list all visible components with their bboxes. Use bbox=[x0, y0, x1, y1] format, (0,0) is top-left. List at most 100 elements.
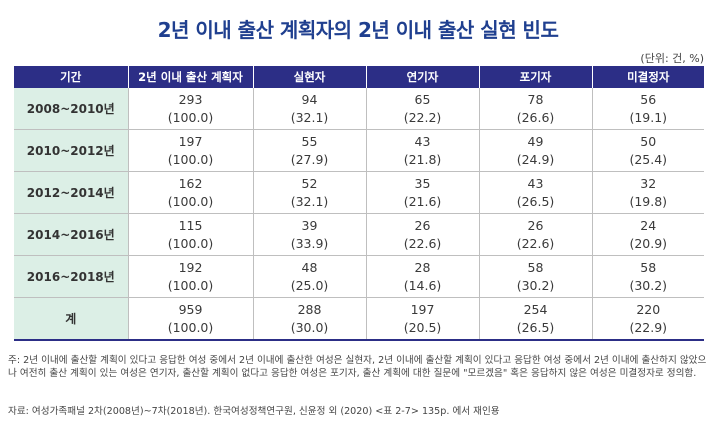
value-cell: 58 (30.2) bbox=[591, 255, 704, 298]
percent-value: (19.8) bbox=[629, 193, 668, 209]
count-value: 288 bbox=[297, 301, 322, 317]
value-cell: 115 (100.0) bbox=[127, 213, 253, 256]
count-value: 35 bbox=[414, 175, 431, 191]
value-cell: 56 (19.1) bbox=[591, 88, 704, 130]
header-period: 기간 bbox=[14, 66, 128, 88]
count-value: 55 bbox=[301, 133, 318, 149]
table-row: 2014~2016년 115 (100.0) 39 (33.9) 26 (22.6) 26 (2… bbox=[14, 213, 704, 256]
count-value: 192 bbox=[178, 259, 203, 275]
value-cell: 94 (32.1) bbox=[252, 88, 366, 130]
count-value: 49 bbox=[527, 133, 544, 149]
period-cell: 2014~2016년 bbox=[14, 213, 128, 256]
percent-value: (26.5) bbox=[516, 193, 555, 209]
header-postponers: 연기자 bbox=[365, 66, 479, 88]
value-cell: 254 (26.5) bbox=[478, 297, 592, 341]
percent-value: (20.5) bbox=[403, 319, 442, 335]
value-cell: 162 (100.0) bbox=[127, 171, 253, 214]
percent-value: (22.2) bbox=[403, 109, 442, 125]
value-cell: 43 (21.8) bbox=[365, 129, 479, 172]
percent-value: (26.5) bbox=[516, 319, 555, 335]
count-value: 24 bbox=[640, 217, 657, 233]
value-cell: 65 (22.2) bbox=[365, 88, 479, 130]
value-cell: 55 (27.9) bbox=[252, 129, 366, 172]
page-title: 2년 이내 출산 계획자의 2년 이내 출산 실현 빈도 bbox=[157, 18, 559, 42]
value-cell: 32 (19.8) bbox=[591, 171, 704, 214]
footnote: 주: 2년 이내에 출산할 계획이 있다고 응답한 여성 중에서 2년 이내에 … bbox=[8, 355, 707, 379]
value-cell: 197 (20.5) bbox=[365, 297, 479, 341]
value-cell: 197 (100.0) bbox=[127, 129, 253, 172]
source-note: 자료: 여성가족패널 2차(2008년)~7차(2018년). 한국여성정책연구… bbox=[8, 406, 500, 417]
value-cell: 78 (26.6) bbox=[478, 88, 592, 130]
data-table: 기간 2년 이내 출산 계획자 실현자 연기자 포기자 미결정자 2008~20… bbox=[14, 66, 704, 341]
percent-value: (30.2) bbox=[516, 277, 555, 293]
count-value: 197 bbox=[178, 133, 203, 149]
count-value: 28 bbox=[414, 259, 431, 275]
count-value: 50 bbox=[640, 133, 657, 149]
count-value: 58 bbox=[527, 259, 544, 275]
count-value: 48 bbox=[301, 259, 318, 275]
value-cell: 50 (25.4) bbox=[591, 129, 704, 172]
header-abandoners: 포기자 bbox=[478, 66, 592, 88]
percent-value: (100.0) bbox=[167, 319, 214, 335]
count-value: 254 bbox=[523, 301, 548, 317]
percent-value: (33.9) bbox=[290, 235, 329, 251]
value-cell: 35 (21.6) bbox=[365, 171, 479, 214]
value-cell: 48 (25.0) bbox=[252, 255, 366, 298]
count-value: 32 bbox=[640, 175, 657, 191]
table-header-row: 기간 2년 이내 출산 계획자 실현자 연기자 포기자 미결정자 bbox=[14, 66, 704, 88]
count-value: 56 bbox=[640, 91, 657, 107]
header-planners: 2년 이내 출산 계획자 bbox=[127, 66, 253, 88]
value-cell: 26 (22.6) bbox=[478, 213, 592, 256]
percent-value: (30.2) bbox=[629, 277, 668, 293]
count-value: 293 bbox=[178, 91, 203, 107]
period-cell: 계 bbox=[14, 297, 128, 341]
percent-value: (21.8) bbox=[403, 151, 442, 167]
header-realizers: 실현자 bbox=[252, 66, 366, 88]
count-value: 65 bbox=[414, 91, 431, 107]
count-value: 43 bbox=[527, 175, 544, 191]
percent-value: (100.0) bbox=[167, 151, 214, 167]
period-cell: 2010~2012년 bbox=[14, 129, 128, 172]
value-cell: 959 (100.0) bbox=[127, 297, 253, 341]
count-value: 197 bbox=[410, 301, 435, 317]
percent-value: (25.4) bbox=[629, 151, 668, 167]
value-cell: 58 (30.2) bbox=[478, 255, 592, 298]
table-row: 2016~2018년 192 (100.0) 48 (25.0) 28 (14.6) 58 (3… bbox=[14, 255, 704, 298]
value-cell: 288 (30.0) bbox=[252, 297, 366, 341]
percent-value: (21.6) bbox=[403, 193, 442, 209]
value-cell: 192 (100.0) bbox=[127, 255, 253, 298]
value-cell: 39 (33.9) bbox=[252, 213, 366, 256]
percent-value: (27.9) bbox=[290, 151, 329, 167]
count-value: 78 bbox=[527, 91, 544, 107]
count-value: 162 bbox=[178, 175, 203, 191]
count-value: 39 bbox=[301, 217, 318, 233]
percent-value: (32.1) bbox=[290, 109, 329, 125]
percent-value: (32.1) bbox=[290, 193, 329, 209]
value-cell: 293 (100.0) bbox=[127, 88, 253, 130]
unit-label: (단위: 건, %) bbox=[640, 52, 704, 65]
header-undecided: 미결정자 bbox=[591, 66, 704, 88]
percent-value: (100.0) bbox=[167, 109, 214, 125]
count-value: 94 bbox=[301, 91, 318, 107]
table-row: 2008~2010년 293 (100.0) 94 (32.1) 65 (22.2) 78 (2… bbox=[14, 88, 704, 130]
count-value: 43 bbox=[414, 133, 431, 149]
count-value: 26 bbox=[414, 217, 431, 233]
percent-value: (14.6) bbox=[403, 277, 442, 293]
period-cell: 2008~2010년 bbox=[14, 88, 128, 130]
percent-value: (19.1) bbox=[629, 109, 668, 125]
count-value: 52 bbox=[301, 175, 318, 191]
count-value: 959 bbox=[178, 301, 203, 317]
value-cell: 26 (22.6) bbox=[365, 213, 479, 256]
value-cell: 52 (32.1) bbox=[252, 171, 366, 214]
count-value: 115 bbox=[178, 217, 203, 233]
percent-value: (100.0) bbox=[167, 235, 214, 251]
value-cell: 43 (26.5) bbox=[478, 171, 592, 214]
percent-value: (22.9) bbox=[629, 319, 668, 335]
percent-value: (26.6) bbox=[516, 109, 555, 125]
percent-value: (30.0) bbox=[290, 319, 329, 335]
count-value: 26 bbox=[527, 217, 544, 233]
period-cell: 2016~2018년 bbox=[14, 255, 128, 298]
count-value: 58 bbox=[640, 259, 657, 275]
table-row: 2012~2014년 162 (100.0) 52 (32.1) 35 (21.6) 43 (2… bbox=[14, 171, 704, 214]
percent-value: (100.0) bbox=[167, 193, 214, 209]
